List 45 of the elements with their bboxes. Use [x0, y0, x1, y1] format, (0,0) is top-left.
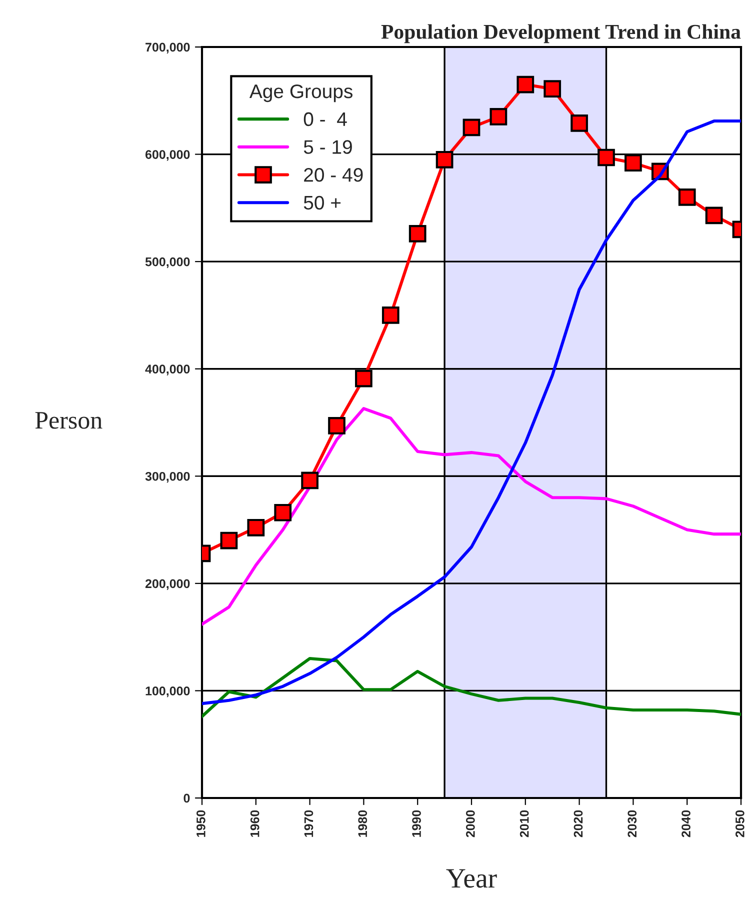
x-tick-label: 1970 — [304, 810, 314, 837]
y-tick-label: 100,000 — [146, 686, 190, 698]
x-tick-label: 2040 — [682, 810, 690, 838]
point — [516, 76, 534, 94]
y-tick-label: 500,000 — [145, 257, 190, 268]
point — [247, 518, 265, 536]
point — [382, 306, 400, 324]
x-tick-label: 2030 — [628, 810, 637, 838]
y-axis-title: Person — [35, 412, 102, 429]
x-tick-label: 2000 — [466, 810, 475, 838]
point — [490, 108, 508, 126]
point — [462, 118, 480, 136]
y-tick-label: 200,000 — [145, 579, 190, 590]
y-tick-label: 0 — [184, 794, 190, 803]
y-tick-label: 400,000 — [145, 364, 190, 376]
x-tick-label: 2050 — [736, 810, 744, 838]
point — [678, 188, 696, 206]
point — [624, 154, 642, 172]
x-tick-label: 2010 — [520, 810, 529, 838]
point — [220, 532, 238, 550]
x-tick-label: 1990 — [412, 810, 421, 837]
point — [436, 150, 454, 168]
point — [355, 370, 372, 388]
point — [570, 114, 588, 132]
x-tick-label: 1980 — [358, 810, 368, 837]
chart-title: Population Development Trend in China — [381, 24, 741, 44]
y-tick-label: 600,000 — [145, 150, 190, 161]
legend-label: 20 - 49 — [304, 168, 363, 182]
point — [705, 206, 723, 224]
point — [301, 472, 318, 490]
point — [544, 80, 562, 98]
y-tick-label: 300,000 — [145, 472, 190, 483]
x-axis-title: Year — [446, 869, 497, 888]
legend-label: 5 - 19 — [304, 140, 352, 154]
x-tick-label: 1960 — [250, 810, 260, 837]
x-tick-label: 2020 — [574, 810, 583, 838]
point — [598, 148, 615, 166]
legend-label: 0 - 4 — [304, 112, 347, 126]
point — [328, 417, 346, 434]
legend-label: 50 + — [304, 196, 341, 210]
y-tick-label: 700,000 — [146, 42, 190, 54]
legend-title: Age Groups — [249, 84, 352, 102]
point — [408, 224, 426, 242]
x-tick-label: 1950 — [196, 810, 206, 837]
point — [274, 504, 292, 522]
